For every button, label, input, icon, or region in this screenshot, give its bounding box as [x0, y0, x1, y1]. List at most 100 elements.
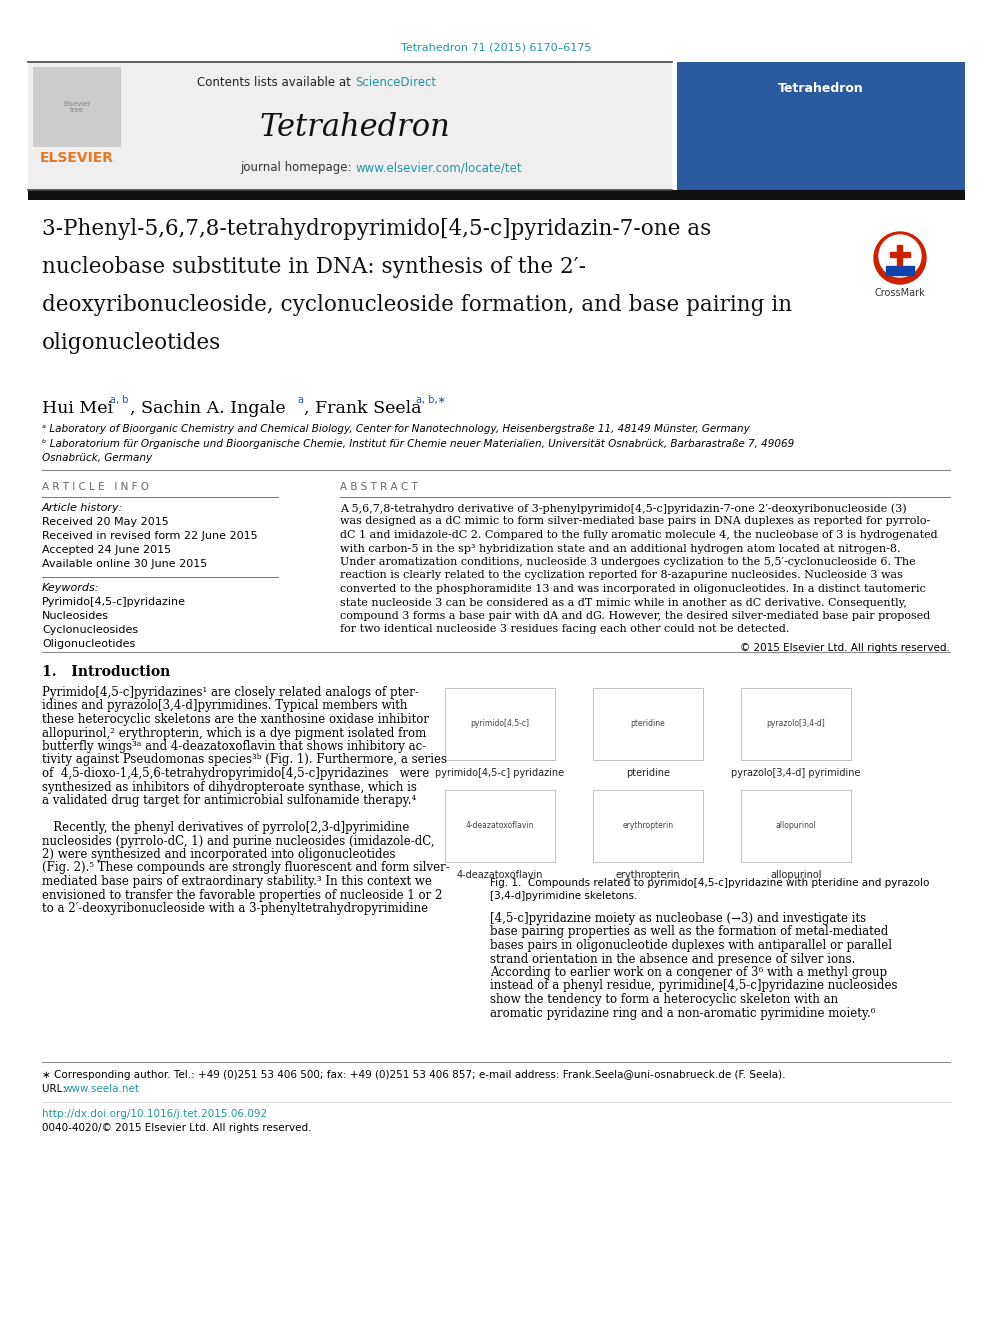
Text: 4-deazatoxoflavin: 4-deazatoxoflavin: [456, 871, 544, 880]
Text: butterfly wings³ᵃ and 4-deazatoxoflavin that shows inhibitory ac-: butterfly wings³ᵃ and 4-deazatoxoflavin …: [42, 740, 427, 753]
Text: nucleobase substitute in DNA: synthesis of the 2′-: nucleobase substitute in DNA: synthesis …: [42, 255, 586, 278]
Text: CrossMark: CrossMark: [875, 288, 926, 298]
Text: allopurinol,² erythropterin, which is a dye pigment isolated from: allopurinol,² erythropterin, which is a …: [42, 726, 427, 740]
Text: allopurinol: allopurinol: [770, 871, 821, 880]
Text: 1.   Introduction: 1. Introduction: [42, 665, 171, 679]
Bar: [28, 191, 965, 200]
Text: , Sachin A. Ingale: , Sachin A. Ingale: [130, 400, 286, 417]
Text: ᵇ Laboratorium für Organische und Bioorganische Chemie, Institut für Chemie neue: ᵇ Laboratorium für Organische und Bioorg…: [42, 439, 795, 448]
Text: Pyrimido[4,5-c]pyridazines¹ are closely related analogs of pter-: Pyrimido[4,5-c]pyridazines¹ are closely …: [42, 687, 419, 699]
Text: Available online 30 June 2015: Available online 30 June 2015: [42, 560, 207, 569]
Bar: [741, 688, 851, 759]
Text: ELSEVIER: ELSEVIER: [40, 151, 114, 165]
Text: URL:: URL:: [42, 1084, 69, 1094]
Text: Tetrahedron 71 (2015) 6170–6175: Tetrahedron 71 (2015) 6170–6175: [401, 44, 591, 53]
Bar: [890, 251, 910, 257]
Bar: [593, 688, 703, 759]
Text: Oligonucleotides: Oligonucleotides: [42, 639, 135, 650]
Text: Article history:: Article history:: [42, 503, 123, 513]
Bar: [445, 790, 555, 863]
Text: idines and pyrazolo[3,4-d]pyrimidines. Typical members with: idines and pyrazolo[3,4-d]pyrimidines. T…: [42, 700, 408, 713]
Text: synthesized as inhibitors of dihydropteroate synthase, which is: synthesized as inhibitors of dihydropter…: [42, 781, 417, 794]
Text: 4-deazatoxoflavin: 4-deazatoxoflavin: [466, 822, 535, 831]
Text: Nucleosides: Nucleosides: [42, 611, 109, 620]
Text: ᵃ Laboratory of Bioorganic Chemistry and Chemical Biology, Center for Nanotechno: ᵃ Laboratory of Bioorganic Chemistry and…: [42, 423, 750, 434]
Text: According to earlier work on a congener of 3⁶ with a methyl group: According to earlier work on a congener …: [490, 966, 887, 979]
Text: a: a: [297, 396, 303, 405]
Text: Received in revised form 22 June 2015: Received in revised form 22 June 2015: [42, 531, 258, 541]
Text: envisioned to transfer the favorable properties of nucleoside 1 or 2: envisioned to transfer the favorable pro…: [42, 889, 442, 901]
Bar: [33, 67, 121, 147]
Text: was designed as a dC mimic to form silver-mediated base pairs in DNA duplexes as: was designed as a dC mimic to form silve…: [340, 516, 930, 527]
Text: erythropterin: erythropterin: [616, 871, 681, 880]
Text: aromatic pyridazine ring and a non-aromatic pyrimidine moiety.⁶: aromatic pyridazine ring and a non-aroma…: [490, 1007, 876, 1020]
Text: (Fig. 2).⁵ These compounds are strongly fluorescent and form silver-: (Fig. 2).⁵ These compounds are strongly …: [42, 861, 449, 875]
Text: erythropterin: erythropterin: [622, 822, 674, 831]
Text: pyrimido[4,5-c] pyridazine: pyrimido[4,5-c] pyridazine: [435, 767, 564, 778]
Text: dC 1 and imidazole-dC 2. Compared to the fully aromatic molecule 4, the nucleoba: dC 1 and imidazole-dC 2. Compared to the…: [340, 531, 937, 540]
Bar: [886, 266, 914, 275]
Text: , Frank Seela: , Frank Seela: [304, 400, 422, 417]
Circle shape: [879, 235, 921, 277]
Text: Elsevier
tree: Elsevier tree: [63, 101, 90, 114]
Text: Pyrimido[4,5-c]pyridazine: Pyrimido[4,5-c]pyridazine: [42, 597, 186, 607]
Text: for two identical nucleoside 3 residues facing each other could not be detected.: for two identical nucleoside 3 residues …: [340, 624, 790, 635]
Text: Received 20 May 2015: Received 20 May 2015: [42, 517, 169, 527]
Text: 0040-4020/© 2015 Elsevier Ltd. All rights reserved.: 0040-4020/© 2015 Elsevier Ltd. All right…: [42, 1123, 311, 1132]
Text: http://dx.doi.org/10.1016/j.tet.2015.06.092: http://dx.doi.org/10.1016/j.tet.2015.06.…: [42, 1109, 267, 1119]
Text: Tetrahedron: Tetrahedron: [778, 82, 864, 94]
Text: Keywords:: Keywords:: [42, 583, 99, 593]
Text: a validated drug target for antimicrobial sulfonamide therapy.⁴: a validated drug target for antimicrobia…: [42, 794, 417, 807]
Text: reaction is clearly related to the cyclization reported for 8-azapurine nucleosi: reaction is clearly related to the cycli…: [340, 570, 903, 581]
Text: www.seela.net: www.seela.net: [64, 1084, 140, 1094]
Text: Recently, the phenyl derivatives of pyrrolo[2,3-d]pyrimidine: Recently, the phenyl derivatives of pyrr…: [42, 822, 410, 833]
Text: a, b,∗: a, b,∗: [416, 396, 445, 405]
Text: of  4,5-dioxo-1,4,5,6-tetrahydropyrimido[4,5-c]pyridazines   were: of 4,5-dioxo-1,4,5,6-tetrahydropyrimido[…: [42, 767, 430, 781]
Text: pyrazolo[3,4-d] pyrimidine: pyrazolo[3,4-d] pyrimidine: [731, 767, 861, 778]
Text: Under aromatization conditions, nucleoside 3 undergoes cyclization to the 5,5′-c: Under aromatization conditions, nucleosi…: [340, 557, 916, 568]
Text: show the tendency to form a heterocyclic skeleton with an: show the tendency to form a heterocyclic…: [490, 994, 838, 1005]
Text: Osnabrück, Germany: Osnabrück, Germany: [42, 452, 152, 463]
Text: a, b: a, b: [110, 396, 129, 405]
Text: tivity against Pseudomonas species³ᵇ (Fig. 1). Furthermore, a series: tivity against Pseudomonas species³ᵇ (Fi…: [42, 754, 447, 766]
Text: mediated base pairs of extraordinary stability.³ In this context we: mediated base pairs of extraordinary sta…: [42, 875, 432, 888]
Text: ScienceDirect: ScienceDirect: [355, 77, 436, 90]
Text: Tetrahedron: Tetrahedron: [260, 112, 450, 143]
Text: Hui Mei: Hui Mei: [42, 400, 113, 417]
Text: pyrazolo[3,4-d]: pyrazolo[3,4-d]: [767, 720, 825, 729]
Bar: [897, 245, 902, 265]
Text: strand orientation in the absence and presence of silver ions.: strand orientation in the absence and pr…: [490, 953, 855, 966]
Text: A R T I C L E   I N F O: A R T I C L E I N F O: [42, 482, 149, 492]
Text: pyrimido[4,5-c]: pyrimido[4,5-c]: [470, 720, 530, 729]
Text: compound 3 forms a base pair with dA and dG. However, the desired silver-mediate: compound 3 forms a base pair with dA and…: [340, 611, 930, 620]
Text: to a 2′-deoxyribonucleoside with a 3-phenyltetrahydropyrimidine: to a 2′-deoxyribonucleoside with a 3-phe…: [42, 902, 429, 916]
Bar: [28, 62, 672, 191]
Bar: [741, 790, 851, 863]
Text: ∗ Corresponding author. Tel.: +49 (0)251 53 406 500; fax: +49 (0)251 53 406 857;: ∗ Corresponding author. Tel.: +49 (0)251…: [42, 1070, 786, 1080]
Text: these heterocyclic skeletons are the xanthosine oxidase inhibitor: these heterocyclic skeletons are the xan…: [42, 713, 429, 726]
Text: pteridine: pteridine: [626, 767, 670, 778]
Text: www.elsevier.com/locate/tet: www.elsevier.com/locate/tet: [355, 161, 522, 175]
Text: allopurinol: allopurinol: [776, 822, 816, 831]
Text: base pairing properties as well as the formation of metal-mediated: base pairing properties as well as the f…: [490, 926, 888, 938]
Text: 3-Phenyl-5,6,7,8-tetrahydropyrimido[4,5-c]pyridazin-7-one as: 3-Phenyl-5,6,7,8-tetrahydropyrimido[4,5-…: [42, 218, 711, 239]
Text: deoxyribonucleoside, cyclonucleoside formation, and base pairing in: deoxyribonucleoside, cyclonucleoside for…: [42, 294, 793, 316]
Text: [4,5-c]pyridazine moiety as nucleobase (→3) and investigate its: [4,5-c]pyridazine moiety as nucleobase (…: [490, 912, 866, 925]
Bar: [593, 790, 703, 863]
Text: bases pairs in oligonucleotide duplexes with antiparallel or parallel: bases pairs in oligonucleotide duplexes …: [490, 939, 892, 953]
Text: pteridine: pteridine: [631, 720, 666, 729]
Text: [3,4-d]pyrimidine skeletons.: [3,4-d]pyrimidine skeletons.: [490, 890, 638, 901]
Circle shape: [874, 232, 926, 284]
Text: A 5,6,7,8-tetrahydro derivative of 3-phenylpyrimido[4,5-c]pyridazin-7-one 2′-deo: A 5,6,7,8-tetrahydro derivative of 3-phe…: [340, 503, 907, 513]
Bar: [445, 688, 555, 759]
Text: journal homepage:: journal homepage:: [240, 161, 355, 175]
Text: A B S T R A C T: A B S T R A C T: [340, 482, 418, 492]
Text: oligonucleotides: oligonucleotides: [42, 332, 221, 355]
Text: Cyclonucleosides: Cyclonucleosides: [42, 624, 138, 635]
Text: Fig. 1.  Compounds related to pyrimido[4,5-c]pyridazine with pteridine and pyraz: Fig. 1. Compounds related to pyrimido[4,…: [490, 878, 930, 888]
Text: © 2015 Elsevier Ltd. All rights reserved.: © 2015 Elsevier Ltd. All rights reserved…: [740, 643, 950, 654]
Text: state nucleoside 3 can be considered as a dT mimic while in another as dC deriva: state nucleoside 3 can be considered as …: [340, 598, 907, 607]
Text: Accepted 24 June 2015: Accepted 24 June 2015: [42, 545, 172, 556]
Text: nucleosides (pyrrolo-dC, 1) and purine nucleosides (imidazole-dC,: nucleosides (pyrrolo-dC, 1) and purine n…: [42, 835, 434, 848]
Text: converted to the phosphoramidite 13 and was incorporated in oligonucleotides. In: converted to the phosphoramidite 13 and …: [340, 583, 926, 594]
